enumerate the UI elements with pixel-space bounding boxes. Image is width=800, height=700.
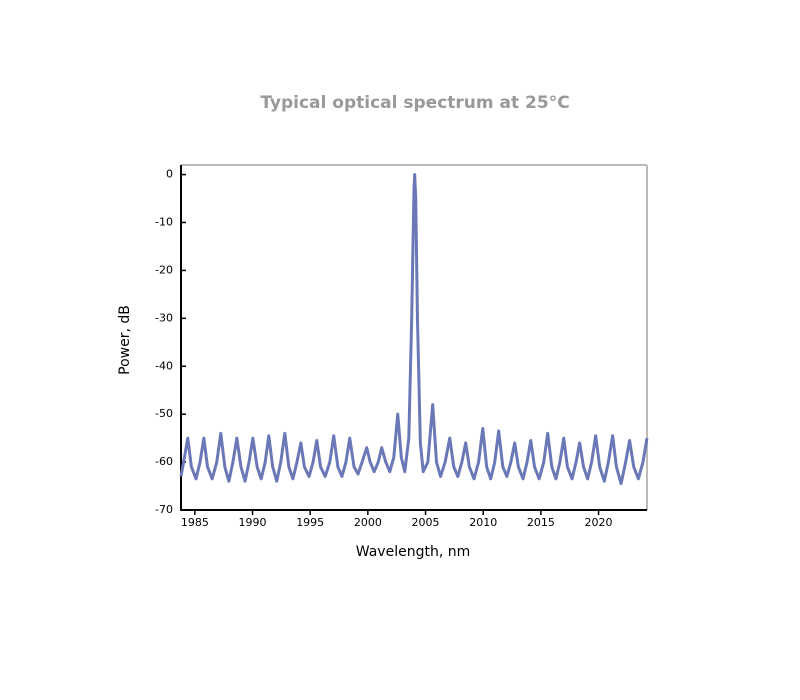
y-tick-label: -50 [155,407,173,420]
spectrum-line [179,173,649,486]
y-tick-label: -20 [155,263,173,276]
x-tick-label: 2010 [469,516,497,529]
chart-title: Typical optical spectrum at 25°C [260,93,569,113]
y-tick-label: -40 [155,359,173,372]
y-axis-label: Power, dB [117,305,133,375]
y-tick-label: -10 [155,216,173,229]
x-tick-label: 1995 [296,516,324,529]
x-tick-label: 2000 [354,516,382,529]
x-tick-label: 2020 [585,516,613,529]
x-axis-label: Wavelength, nm [356,544,470,560]
y-tick-label: -60 [155,455,173,468]
y-tick-label: 0 [166,168,173,181]
y-tick-label: -30 [155,311,173,324]
x-tick-label: 1990 [239,516,267,529]
x-tick-label: 2005 [412,516,440,529]
x-tick-label: 2015 [527,516,555,529]
y-tick-label: -70 [155,503,173,516]
x-tick-label: 1985 [181,516,209,529]
